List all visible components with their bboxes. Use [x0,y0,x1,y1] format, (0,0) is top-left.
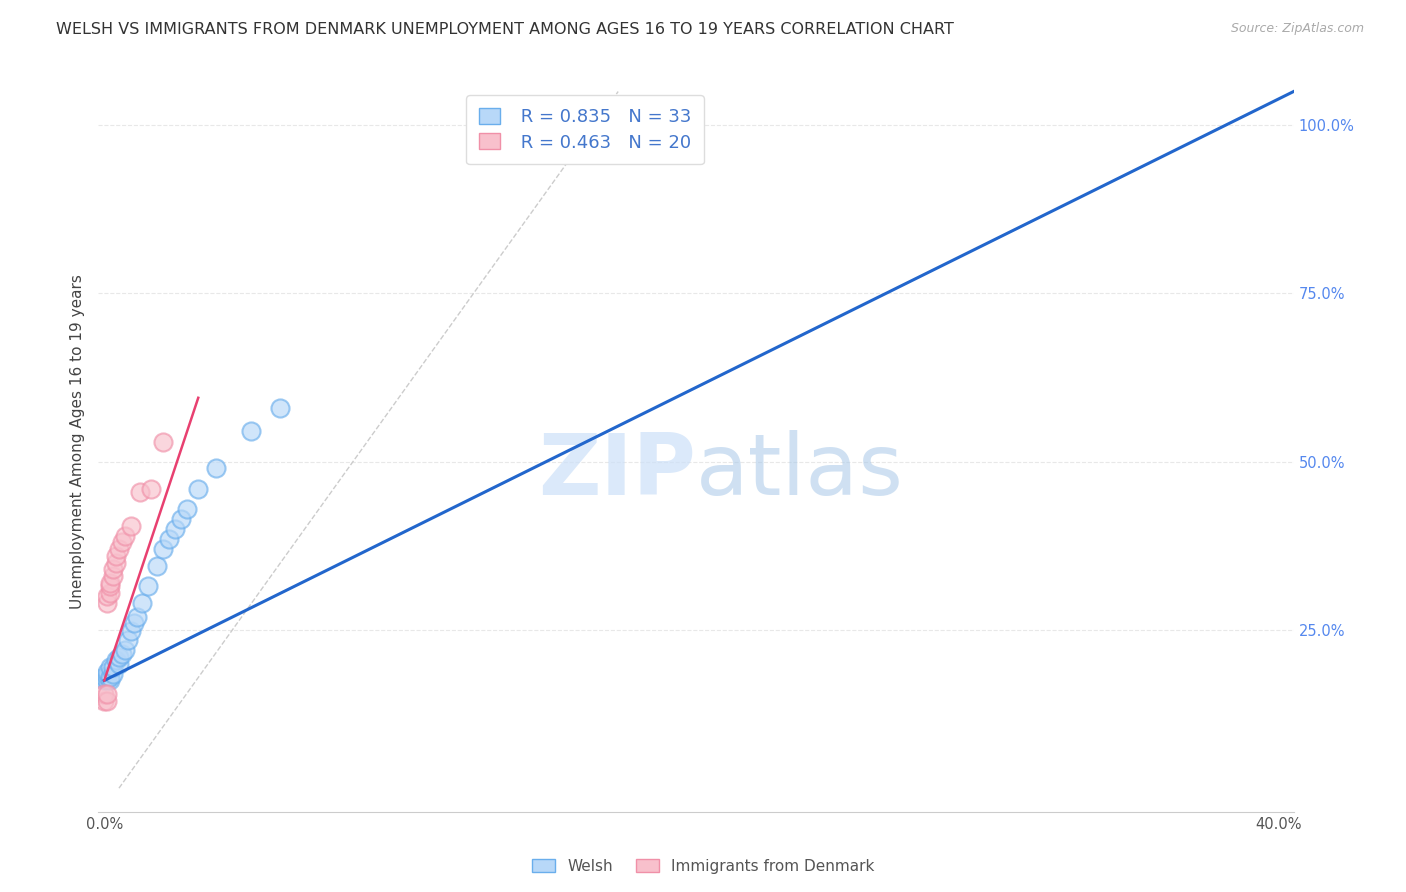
Point [152,542,174,557]
Point [111,535,134,549]
Point [98,586,121,600]
Point [138,579,160,593]
Point [105,653,128,667]
Point [176,501,198,516]
Point [96,590,118,604]
Point [101,660,124,674]
Point [108,657,131,671]
Point [141,482,163,496]
Point [163,522,186,536]
Point [114,529,136,543]
Point [108,542,131,557]
Point [157,532,180,546]
Point [122,616,145,631]
Point [98,660,121,674]
Point [108,649,131,664]
Point [98,670,121,684]
Point [96,687,118,701]
Point [101,562,124,576]
Point [131,596,153,610]
Point [111,647,134,661]
Point [125,609,148,624]
Text: WELSH VS IMMIGRANTS FROM DENMARK UNEMPLOYMENT AMONG AGES 16 TO 19 YEARS CORRELAT: WELSH VS IMMIGRANTS FROM DENMARK UNEMPLO… [56,22,955,37]
Point [169,512,191,526]
Point [93,670,115,684]
Point [240,425,263,439]
Point [120,624,142,639]
Point [205,461,228,475]
Point [105,549,128,563]
Point [101,569,124,583]
Point [93,673,115,688]
Legend: Welsh, Immigrants from Denmark: Welsh, Immigrants from Denmark [526,853,880,880]
Text: Source: ZipAtlas.com: Source: ZipAtlas.com [1230,22,1364,36]
Point [96,669,118,683]
Text: atlas: atlas [696,430,904,513]
Point [548,128,571,143]
Point [128,485,150,500]
Legend:  R = 0.835   N = 33,  R = 0.463   N = 20: R = 0.835 N = 33, R = 0.463 N = 20 [465,95,704,164]
Point [117,633,139,648]
Point [98,575,121,590]
Point [269,401,291,415]
Point [120,518,142,533]
Point [101,666,124,681]
Point [105,556,128,570]
Text: ZIP: ZIP [538,430,696,513]
Point [93,694,115,708]
Point [96,665,118,679]
Point [114,643,136,657]
Point [98,673,121,688]
Point [578,128,600,143]
Point [96,694,118,708]
Y-axis label: Unemployment Among Ages 16 to 19 years: Unemployment Among Ages 16 to 19 years [69,274,84,609]
Point [146,559,169,574]
Point [152,434,174,449]
Point [98,579,121,593]
Point [187,482,209,496]
Point [96,596,118,610]
Point [96,673,118,688]
Point [93,687,115,701]
